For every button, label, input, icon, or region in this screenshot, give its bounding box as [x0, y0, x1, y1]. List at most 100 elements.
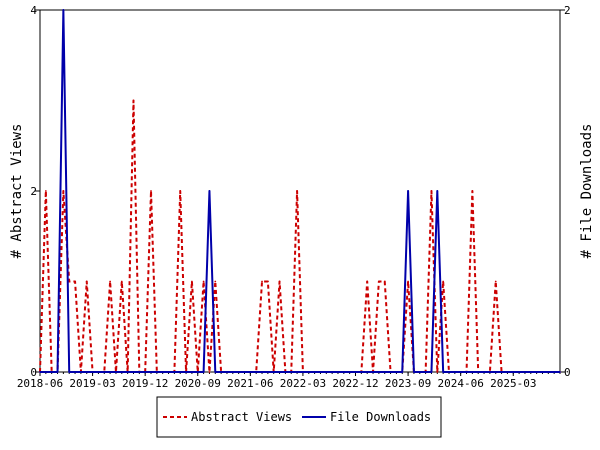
data-point-file-downloads [278, 371, 281, 373]
data-point-file-downloads [524, 371, 526, 373]
x-tick-label: 2022-03 [280, 377, 326, 390]
data-point-file-downloads [249, 371, 252, 373]
data-point-file-downloads [494, 371, 497, 373]
data-point-file-downloads [50, 371, 53, 373]
data-point-abstract-views [266, 280, 269, 283]
data-point-file-downloads [413, 371, 415, 373]
data-point-file-downloads [448, 371, 450, 373]
data-point-file-downloads [383, 371, 386, 373]
data-point-file-downloads [389, 371, 392, 373]
data-point-file-downloads [436, 190, 439, 192]
left-tick-label: 2 [30, 185, 37, 198]
left-tick-label: 0 [30, 366, 37, 379]
data-point-file-downloads [337, 371, 339, 373]
data-point-file-downloads [266, 371, 269, 373]
data-point-file-downloads [255, 371, 258, 373]
data-point-file-downloads [307, 371, 310, 373]
x-tick-label: 2021-06 [227, 377, 273, 390]
data-point-abstract-views [383, 280, 386, 283]
x-tick-label: 2025-03 [490, 377, 536, 390]
data-point-file-downloads [488, 371, 491, 373]
data-point-abstract-views [74, 280, 76, 283]
data-point-file-downloads [483, 371, 485, 373]
data-point-abstract-views [494, 280, 497, 283]
data-point-file-downloads [547, 371, 550, 373]
data-point-file-downloads [535, 371, 538, 373]
data-point-abstract-views [214, 280, 217, 283]
data-point-abstract-views [261, 280, 263, 283]
data-point-abstract-views [296, 190, 298, 192]
data-point-file-downloads [226, 371, 228, 373]
data-point-abstract-views [44, 190, 47, 192]
x-tick-label: 2020-09 [175, 377, 221, 390]
data-point-file-downloads [167, 371, 170, 373]
data-point-file-downloads [459, 371, 462, 373]
data-point-file-downloads [465, 371, 468, 373]
data-point-file-downloads [319, 371, 322, 373]
right-axis-title: # File Downloads [579, 124, 595, 259]
data-point-file-downloads [179, 371, 182, 373]
x-tick-label: 2024-06 [437, 377, 483, 390]
x-tick-label: 2018-06 [17, 377, 63, 390]
right-tick-label: 0 [564, 366, 571, 379]
data-point-file-downloads [220, 371, 223, 373]
right-tick-label: 2 [564, 4, 571, 17]
series-line-abstract-views [39, 99, 560, 373]
data-point-file-downloads [62, 9, 65, 11]
data-point-abstract-views [208, 371, 211, 373]
data-point-file-downloads [126, 371, 129, 373]
data-point-abstract-views [120, 280, 123, 283]
data-point-file-downloads [161, 371, 164, 373]
data-point-file-downloads [39, 371, 41, 373]
data-point-file-downloads [506, 371, 509, 373]
data-point-file-downloads [243, 371, 246, 373]
data-point-abstract-views [179, 190, 182, 192]
data-point-abstract-views [62, 190, 65, 192]
data-point-file-downloads [74, 371, 76, 373]
data-point-file-downloads [208, 190, 211, 192]
data-point-abstract-views [132, 99, 135, 102]
data-point-file-downloads [512, 371, 515, 373]
data-point-file-downloads [120, 371, 123, 373]
x-tick-label: 2022-12 [332, 377, 378, 390]
data-point-abstract-views [430, 190, 433, 192]
data-point-file-downloads [302, 371, 304, 373]
data-point-file-downloads [109, 371, 112, 373]
data-point-file-downloads [231, 371, 234, 373]
data-point-file-downloads [559, 371, 561, 373]
data-point-file-downloads [261, 371, 263, 373]
data-point-file-downloads [44, 371, 47, 373]
plot-area [39, 9, 561, 373]
data-point-file-downloads [541, 371, 544, 373]
data-point-file-downloads [313, 371, 316, 373]
data-point-file-downloads [56, 371, 59, 373]
x-tick-label: 2023-09 [385, 377, 431, 390]
data-point-abstract-views [109, 280, 112, 283]
data-point-abstract-views [278, 280, 281, 283]
data-point-file-downloads [144, 371, 147, 373]
data-point-file-downloads [196, 371, 199, 373]
data-point-abstract-views [407, 280, 409, 283]
data-point-abstract-views [366, 280, 369, 283]
data-point-file-downloads [401, 371, 404, 373]
data-point-file-downloads [348, 371, 351, 373]
data-point-file-downloads [68, 371, 71, 373]
legend-box [156, 396, 442, 438]
legend-label-abstract-views: Abstract Views [191, 410, 292, 424]
data-point-file-downloads [150, 371, 152, 373]
data-point-abstract-views [85, 280, 88, 283]
left-tick-label: 4 [30, 4, 37, 17]
data-point-file-downloads [85, 371, 88, 373]
legend-label-file-downloads: File Downloads [330, 410, 431, 424]
data-point-file-downloads [237, 371, 240, 373]
data-point-file-downloads [115, 371, 117, 373]
data-point-abstract-views [471, 190, 474, 192]
data-point-file-downloads [553, 371, 556, 373]
data-point-file-downloads [331, 371, 334, 373]
data-point-abstract-views [202, 280, 205, 283]
left-axis: 0 2 4 [30, 4, 40, 379]
data-point-file-downloads [284, 371, 287, 373]
data-point-file-downloads [91, 371, 94, 373]
data-point-file-downloads [79, 371, 82, 373]
data-point-file-downloads [97, 371, 100, 373]
